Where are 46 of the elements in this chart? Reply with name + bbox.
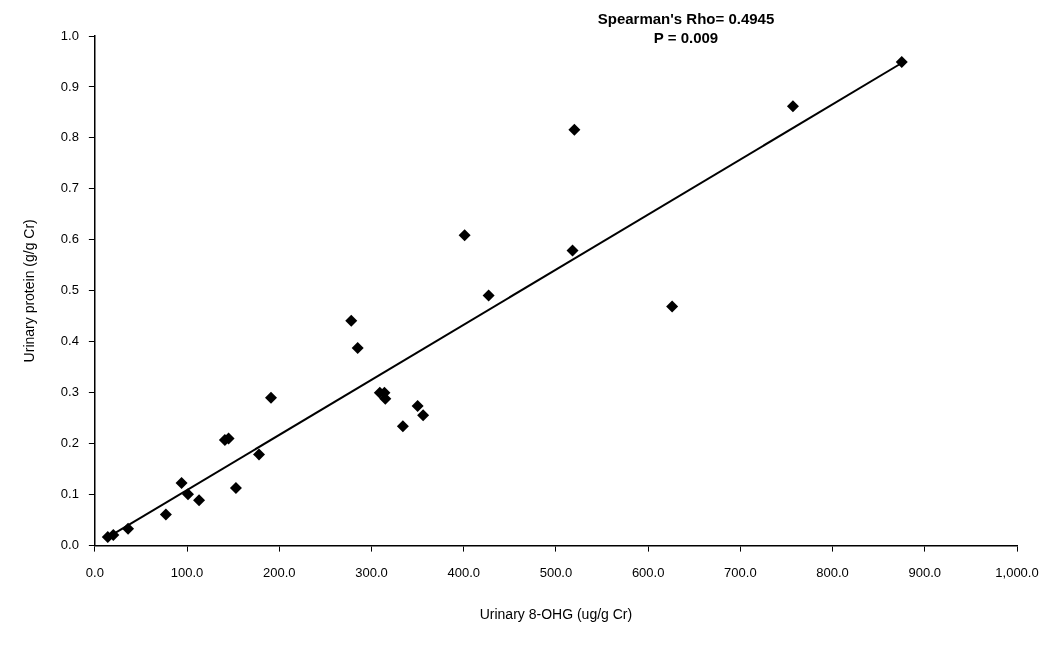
- point: [159, 508, 172, 521]
- y-tick-label: 0.7: [60, 180, 79, 196]
- point: [265, 391, 277, 404]
- y-tick-label: 0.2: [60, 435, 79, 451]
- point: [568, 123, 581, 136]
- y-tick-label: 0.8: [60, 129, 79, 145]
- x-tick-label: 800.0: [816, 564, 849, 580]
- point: [193, 494, 206, 507]
- point: [666, 300, 679, 313]
- x-tick-label: 700.0: [724, 564, 757, 580]
- y-tick-label: 0.4: [60, 333, 79, 349]
- point: [482, 289, 495, 302]
- x-tick-label: 200.0: [263, 564, 296, 580]
- x-tick-label: 1,000.0: [995, 564, 1039, 580]
- y-tick-label: 0.3: [60, 384, 79, 400]
- y-tick-label: 0.0: [60, 537, 79, 553]
- x-tick-label: 300.0: [355, 564, 388, 580]
- x-tick-label: 100.0: [170, 564, 204, 580]
- x-tick-label: 900.0: [908, 564, 942, 580]
- point: [351, 341, 364, 354]
- point: [175, 476, 188, 489]
- x-tick-label: 400.0: [447, 564, 480, 580]
- point: [396, 420, 409, 433]
- point: [253, 448, 266, 461]
- point: [786, 100, 799, 113]
- x-axis-title: Urinary 8-OHG (ug/g Cr): [479, 606, 633, 623]
- text: Spearman's Rho= 0.4945: [597, 10, 775, 28]
- y-tick-label: 0.6: [60, 231, 79, 247]
- point: [229, 482, 242, 495]
- point: [566, 244, 579, 257]
- y-tick-label: 1.0: [60, 27, 79, 43]
- annotation: P = 0.009: [653, 29, 719, 47]
- y-tick-label: 0.9: [60, 78, 79, 94]
- point: [122, 522, 135, 535]
- point: [417, 409, 430, 422]
- x-tick-label: 0.0: [85, 564, 104, 580]
- y-axis-title: Urinary protein (g/g Cr): [21, 219, 38, 363]
- point: [345, 314, 358, 327]
- x-tick-label: 600.0: [631, 564, 665, 580]
- point: [458, 229, 471, 242]
- point: [411, 399, 424, 412]
- x-tick-label: 500.0: [539, 564, 573, 580]
- point: [182, 488, 195, 501]
- y-tick-label: 0.1: [60, 486, 79, 502]
- y-tick-label: 0.5: [60, 282, 79, 298]
- point: [895, 55, 908, 68]
